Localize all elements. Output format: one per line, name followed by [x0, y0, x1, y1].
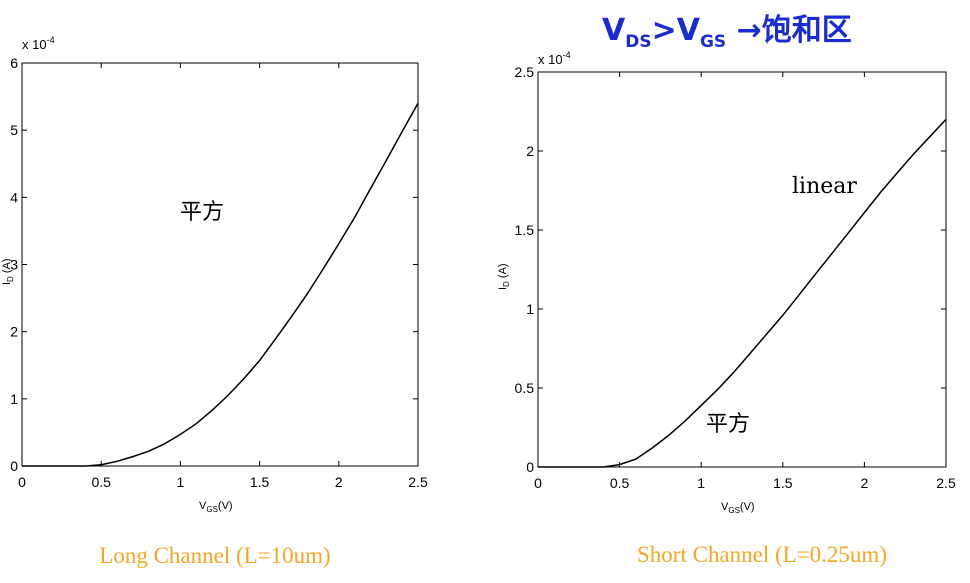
- x-ticks: 0 0.5 1 1.5 2 2.5: [18, 63, 428, 490]
- y-tick-label: 0: [526, 459, 534, 475]
- y-axis-label: ID (A): [497, 263, 511, 290]
- x-tick-label: 1.5: [250, 474, 270, 490]
- x-tick-label: 1: [697, 475, 705, 491]
- x-tick-label: 0.5: [91, 474, 111, 490]
- x-ticks: 0 0.5 1 1.5 2 2.5: [534, 72, 956, 491]
- title-rest: →饱和区: [726, 13, 852, 48]
- plot-frame: [537, 71, 947, 468]
- id-vgs-curve: [22, 102, 419, 467]
- x-tick-label: 2: [335, 474, 343, 490]
- y-tick-label: 0.5: [515, 380, 535, 396]
- page-title: VDS>VGS →饱和区: [602, 13, 852, 52]
- y-tick-label: 0: [10, 458, 18, 474]
- y-tick-label: 2.5: [515, 64, 535, 80]
- plot-frame: [21, 62, 419, 467]
- y-ticks: 0 0.5 1 1.5 2 2.5: [515, 64, 946, 475]
- x-tick-label: 0.5: [610, 475, 630, 491]
- short-channel-chart: 0 0.5 1 1.5 2 2.5 00.511.522.5 x 10-4 VGS(V) …: [497, 50, 956, 515]
- y-tick-label: 4: [10, 189, 18, 205]
- annotation-linear: linear: [792, 174, 857, 199]
- y-tick-label: 1.5: [515, 222, 535, 238]
- y-tick-label: 6: [10, 55, 18, 71]
- x-axis-label: VGS(V): [199, 500, 233, 514]
- x-tick-label: 0: [18, 474, 26, 490]
- y-axis-label: ID (A): [1, 258, 15, 285]
- x-tick-label: 1: [177, 474, 185, 490]
- y-ticks: 0 1 2 3 4 5 6: [10, 55, 418, 474]
- long-channel-chart: 0 0.5 1 1.5 2 2.5 0 1 2 3 4 5 6 x 10-4 VGS(V) ID (A…: [1, 35, 428, 514]
- y-tick-label: 2: [526, 143, 534, 159]
- y-tick-label: 2: [10, 324, 18, 340]
- id-vgs-curve: [538, 118, 947, 468]
- title-sub2: GS: [700, 32, 726, 52]
- x-axis-label: VGS(V): [721, 501, 755, 515]
- x-tick-label: 1.5: [773, 475, 793, 491]
- x-tick-label: 2: [861, 475, 869, 491]
- y-tick-label: 1: [526, 301, 534, 317]
- x-tick-label: 0: [534, 475, 542, 491]
- caption-short-channel: Short Channel (L=0.25um): [637, 542, 887, 567]
- annotation-square: 平方: [180, 200, 224, 225]
- title-gt: >: [652, 13, 677, 48]
- title-v2: V: [677, 13, 701, 48]
- y-tick-label: 1: [10, 391, 18, 407]
- title-v1: V: [602, 13, 626, 48]
- y-tick-label: 5: [10, 122, 18, 138]
- x-tick-label: 2.5: [936, 475, 956, 491]
- x-tick-label: 2.5: [408, 474, 428, 490]
- y-exponent: x 10-4: [538, 50, 571, 67]
- y-tick-label: 3: [10, 257, 18, 273]
- annotation-square: 平方: [706, 412, 750, 437]
- title-sub1: DS: [625, 32, 651, 52]
- caption-long-channel: Long Channel (L=10um): [99, 543, 330, 568]
- y-exponent: x 10-4: [22, 35, 55, 52]
